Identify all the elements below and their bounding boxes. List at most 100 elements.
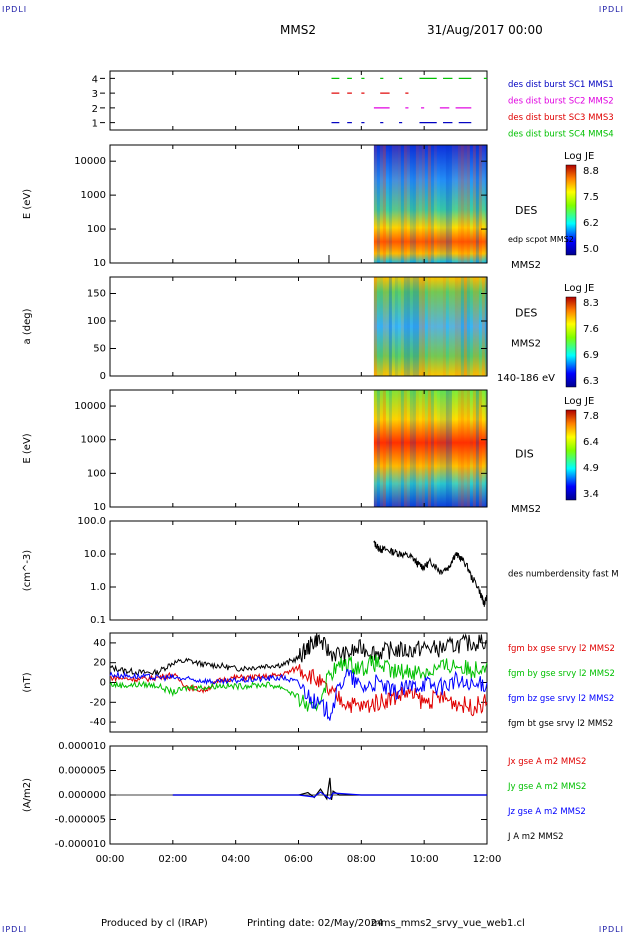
des_pitch-spectrogram-strip xyxy=(391,277,395,376)
footer-printing-date: Printing date: 02/May/2024 xyxy=(247,918,384,929)
current-series-line xyxy=(172,777,487,801)
des_pitch-spectrogram-strip xyxy=(382,277,386,376)
des_energy-spectrogram-strip xyxy=(400,145,404,263)
des_energy-spectrogram-strip xyxy=(460,145,464,263)
des_energy-spectrogram-strip xyxy=(469,145,473,263)
fgm-legend-entry: fgm bz gse srvy l2 MMS2 xyxy=(508,694,614,704)
dis_energy-spectrogram-strip xyxy=(394,390,398,507)
burst-ytick-label: 2 xyxy=(92,104,98,115)
des_pitch-colorbar xyxy=(565,296,577,388)
date-title: 31/Aug/2017 00:00 xyxy=(427,23,543,37)
time-axis-tick-label: 04:00 xyxy=(221,854,250,865)
burst-legend-entry: des dist burst SC1 MMS1 xyxy=(508,80,614,90)
spacecraft-title: MMS2 xyxy=(280,23,316,37)
des_pitch-spectrogram-strip xyxy=(469,277,473,376)
des_energy-colorbar-tick: 5.0 xyxy=(583,244,599,255)
des_pitch-spectrogram-strip xyxy=(484,277,488,376)
dis_energy-ytick-label: 10000 xyxy=(74,401,106,412)
current-ytick-label: 0.000005 xyxy=(58,766,106,777)
time-axis-tick-label: 00:00 xyxy=(96,854,125,865)
des_energy-spectrogram-strip xyxy=(385,145,389,263)
dis_energy-ytick-label: 100 xyxy=(87,468,106,479)
dis_energy-sc-label: MMS2 xyxy=(511,504,541,515)
fgm-ytick-label: -20 xyxy=(90,697,106,708)
fgm-ylabel: (nT) xyxy=(22,672,33,692)
mms-summary-plot: 1 2 3 4 des dist burst SC1 MMS1 des dist burs… xyxy=(22,70,619,865)
des_pitch-spectrogram-strip xyxy=(418,277,422,376)
time-axis-tick-label: 12:00 xyxy=(473,854,502,865)
des_pitch-spectrogram-strip xyxy=(430,277,434,376)
des_pitch-spectrogram-strip xyxy=(451,277,455,376)
dis_energy-spectrogram-strip xyxy=(478,390,482,507)
dis_energy-spectrogram-strip xyxy=(481,390,485,507)
fgm-series-line xyxy=(109,632,488,677)
des_energy-spectrogram-strip xyxy=(463,145,467,263)
des_energy-colorbar xyxy=(565,164,577,256)
burst-legend-entry: des dist burst SC4 MMS4 xyxy=(508,130,614,140)
des_pitch-spectrogram-strip xyxy=(481,277,485,376)
dis_energy-spectrogram-strip xyxy=(445,390,449,507)
fgm-ytick-label: -40 xyxy=(90,717,106,728)
des_energy-spectrogram-strip xyxy=(424,145,428,263)
des_pitch-ytick-label: 50 xyxy=(93,344,106,355)
des_pitch-spectrogram-strip xyxy=(466,277,470,376)
des_energy-spectrogram-strip xyxy=(403,145,407,263)
des_energy-spectrogram-strip xyxy=(376,145,380,263)
dis_energy-instrument-label: DIS xyxy=(515,448,534,461)
des_energy-colorbar-title: Log JE xyxy=(564,151,594,162)
des_energy-spectrogram-strip xyxy=(391,145,395,263)
des_pitch-colorbar-tick: 7.6 xyxy=(583,324,599,335)
des_pitch-spectrogram-strip xyxy=(388,277,392,376)
fgm-ytick-label: 20 xyxy=(93,658,106,669)
corner-label-bottom-right: IPDLI xyxy=(598,925,624,934)
dis_energy-spectrogram-strip xyxy=(439,390,443,507)
dis_energy-colorbar-tick: 4.9 xyxy=(583,463,599,474)
des_pitch-spectrogram-strip xyxy=(439,277,443,376)
des_energy-spectrogram-strip xyxy=(478,145,482,263)
dis_energy-spectrogram-strip xyxy=(454,390,458,507)
des_pitch-spectrogram-strip xyxy=(436,277,440,376)
des_pitch-spectrogram-strip xyxy=(427,277,431,376)
density-ylabel: (cm^-3) xyxy=(22,550,33,591)
des_pitch-spectrogram-strip xyxy=(463,277,467,376)
corner-label-left: IPDLI xyxy=(2,5,28,14)
des_energy-spectrogram-strip xyxy=(475,145,479,263)
fgm-series-line xyxy=(109,654,488,712)
density-ytick-label: 0.1 xyxy=(90,615,106,626)
des_pitch-spectrogram-strip xyxy=(397,277,401,376)
des_pitch-colorbar-tick: 8.3 xyxy=(583,298,599,309)
dis_energy-spectrogram-strip xyxy=(463,390,467,507)
dis_energy-spectrogram-strip xyxy=(412,390,416,507)
current-ytick-label: -0.000005 xyxy=(55,815,106,826)
des_energy-ytick-label: 1000 xyxy=(81,190,106,201)
dis_energy-spectrogram-strip xyxy=(409,390,413,507)
des_pitch-spectrogram-strip xyxy=(373,277,377,376)
des_pitch-spectrogram-strip xyxy=(424,277,428,376)
density-ytick-label: 10.0 xyxy=(84,549,106,560)
current-series-line xyxy=(172,791,487,800)
des_energy-spectrogram xyxy=(373,145,487,263)
corner-label-right: IPDLI xyxy=(598,5,624,14)
des_energy-spectrogram-strip xyxy=(451,145,455,263)
dis_energy-spectrogram-strip xyxy=(466,390,470,507)
density-frame xyxy=(109,520,488,621)
dis_energy-spectrogram-strip xyxy=(397,390,401,507)
dis_energy-colorbar xyxy=(565,409,577,501)
des_pitch-colorbar-tick: 6.3 xyxy=(583,376,599,387)
des_energy-spectrogram-strip xyxy=(415,145,419,263)
dis_energy-spectrogram-strip xyxy=(391,390,395,507)
burst-ytick-label: 4 xyxy=(92,74,98,85)
corner-label-bottom-left: IPDLI xyxy=(2,925,28,934)
burst-ytick-label: 3 xyxy=(92,89,98,100)
fgm-series-line xyxy=(109,664,488,717)
des_energy-spectrogram-strip xyxy=(466,145,470,263)
des_energy-spectrogram-strip xyxy=(373,145,377,263)
fgm-legend-entry: fgm bx gse srvy l2 MMS2 xyxy=(508,644,615,654)
des_energy-spectrogram-strip xyxy=(397,145,401,263)
des_energy-sc-label: MMS2 xyxy=(511,260,541,271)
des_energy-spectrogram-strip xyxy=(481,145,485,263)
current-ytick-label: 0.000010 xyxy=(58,741,106,752)
footer-file: mms_mms2_srvy_vue_web1.cl xyxy=(371,918,525,929)
des_energy-spectrogram-strip xyxy=(433,145,437,263)
des_energy-ytick-label: 10000 xyxy=(74,156,106,167)
